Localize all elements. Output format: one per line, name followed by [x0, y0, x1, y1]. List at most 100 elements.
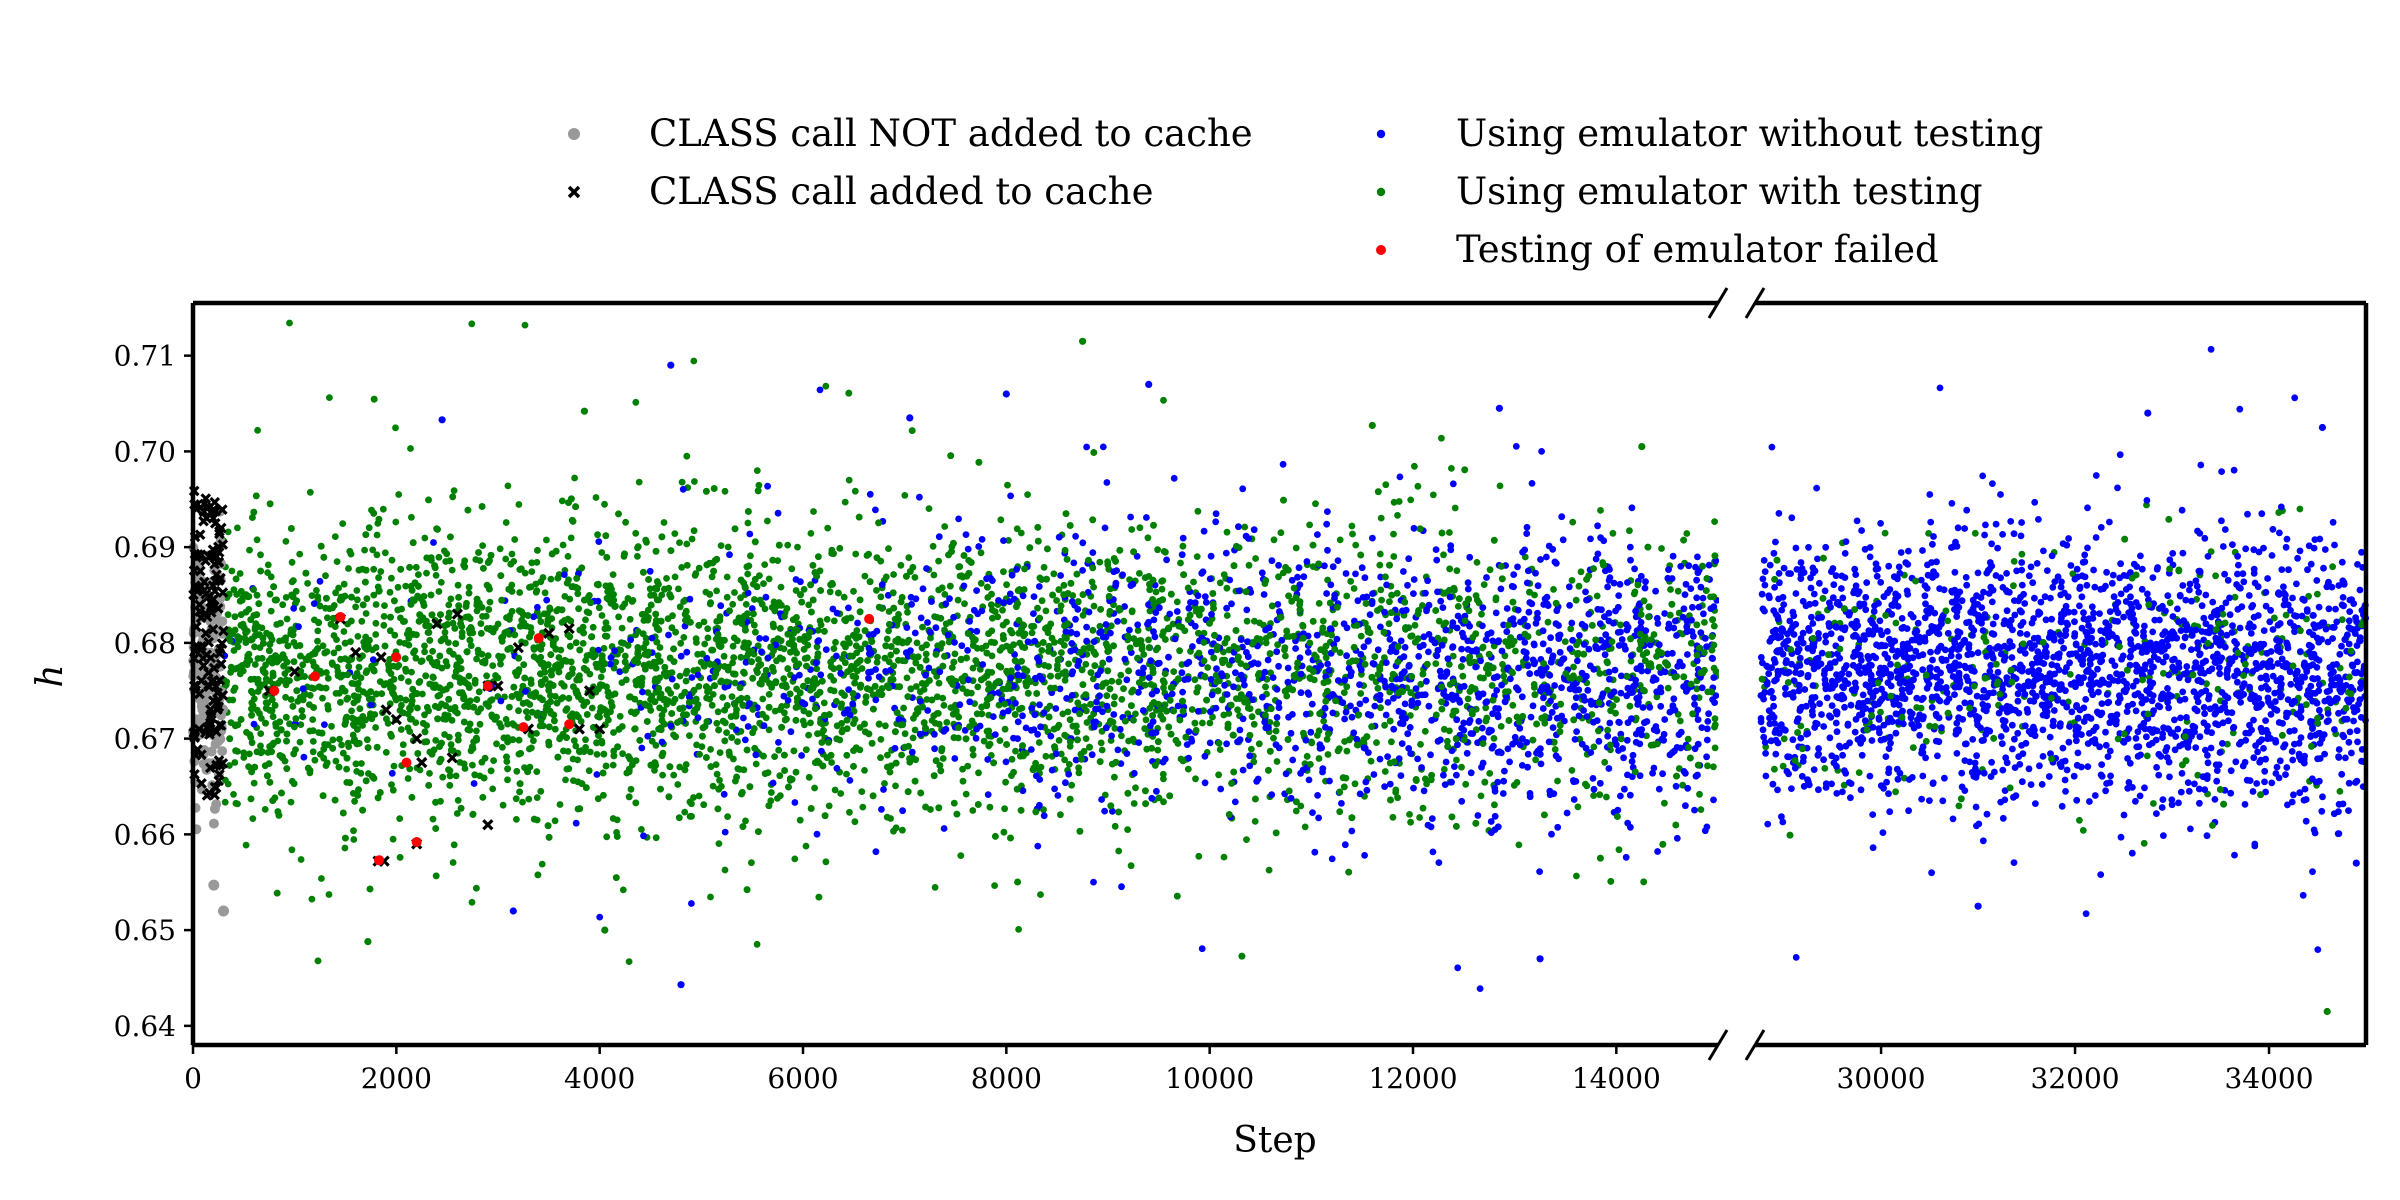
green-point [1697, 806, 1705, 813]
blue-point [1565, 583, 1573, 591]
green-point [704, 625, 712, 633]
green-point [995, 701, 1003, 709]
green-point [632, 529, 640, 537]
green-point [851, 818, 859, 826]
green-point [1265, 866, 1273, 874]
green-point [1336, 536, 1344, 544]
green-point [885, 545, 892, 552]
green-point [958, 675, 966, 683]
green-point [231, 613, 239, 621]
blue-point [774, 509, 782, 517]
green-point [1683, 530, 1691, 537]
green-point [1701, 619, 1708, 626]
green-point [813, 643, 821, 651]
green-point [1335, 745, 1343, 753]
blue-point [1536, 868, 1543, 875]
green-point [1509, 701, 1517, 709]
green-point [748, 859, 755, 867]
green-point [1710, 763, 1717, 771]
blue-point [1523, 579, 1531, 587]
green-point [1366, 629, 1374, 637]
blue-point [1410, 590, 1417, 597]
green-point [724, 813, 731, 820]
green-point [1448, 465, 1455, 472]
green-point [513, 816, 520, 823]
green-point [551, 725, 559, 733]
green-point [1301, 823, 1309, 831]
green-point [1464, 695, 1472, 703]
green-point [1349, 530, 1356, 538]
green-point [408, 697, 416, 705]
green-point [1145, 636, 1152, 644]
green-point [618, 679, 626, 686]
green-point [504, 776, 511, 784]
blue-point [1315, 814, 1322, 822]
green-point [933, 693, 941, 701]
green-point [1449, 652, 1457, 660]
green-point [528, 568, 536, 575]
blue-point [1264, 656, 1272, 664]
blue-point [1477, 657, 1484, 665]
green-point [843, 770, 850, 778]
blue-point [1624, 579, 1631, 586]
blue-point [1207, 552, 1215, 560]
green-point [1386, 598, 1393, 606]
blue-point [1512, 443, 1520, 450]
green-point [339, 749, 347, 757]
blue-point [1341, 841, 1349, 849]
green-point [2150, 800, 2157, 807]
blue-point [1307, 728, 1315, 736]
green-point [683, 540, 691, 548]
green-point [935, 586, 943, 594]
green-point [539, 722, 547, 730]
green-point [523, 708, 530, 715]
green-point [1855, 769, 1863, 776]
green-point [676, 763, 684, 771]
green-point [781, 709, 788, 717]
green-point [688, 800, 695, 808]
green-point [1597, 507, 1604, 514]
green-point [1090, 583, 1097, 591]
green-point [1315, 600, 1323, 607]
green-point [986, 803, 994, 811]
green-point [1917, 704, 1925, 712]
green-point [911, 726, 919, 734]
green-point [392, 424, 399, 432]
green-point [548, 550, 556, 558]
green-point [999, 606, 1006, 614]
green-point [354, 596, 361, 604]
green-point [537, 787, 545, 795]
blue-point [1393, 615, 1401, 623]
green-point [425, 707, 432, 715]
blue-point [572, 819, 580, 827]
legend-entry: CLASS call added to cache [567, 170, 1154, 213]
blue-point [1057, 572, 1064, 579]
green-point [1613, 696, 1620, 703]
blue-point [596, 913, 604, 921]
green-point [1275, 573, 1282, 581]
green-point [515, 694, 523, 702]
green-point [820, 699, 828, 707]
blue-point [1110, 711, 1118, 718]
green-point [1419, 804, 1427, 812]
green-point [619, 750, 626, 758]
green-point [1711, 518, 1718, 525]
green-point [988, 606, 996, 614]
blue-point [1433, 652, 1441, 660]
green-point [941, 523, 949, 530]
green-point [594, 531, 601, 539]
green-point [389, 786, 397, 794]
blue-point [1390, 725, 1398, 733]
blue-point [1326, 777, 1333, 785]
blue-point [854, 619, 861, 627]
green-point [1021, 644, 1029, 651]
green-point [904, 608, 911, 616]
green-point [859, 803, 867, 811]
green-point [250, 695, 258, 703]
green-point [1216, 579, 1224, 587]
blue-point [1595, 737, 1603, 745]
green-point [788, 565, 796, 573]
blue-point [1584, 686, 1592, 694]
green-point [1442, 619, 1450, 627]
green-point [706, 695, 713, 703]
